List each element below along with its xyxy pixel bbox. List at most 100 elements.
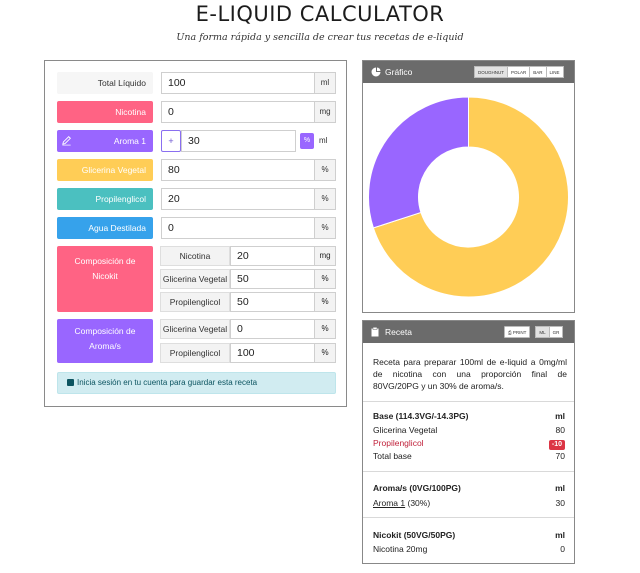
aroma-pg-label: Propilenglicol — [160, 343, 230, 363]
base-header-unit: ml — [555, 411, 565, 421]
nicokit-pg-input[interactable]: 50 — [230, 292, 314, 312]
nicokit-header-label: Nicokit (50VG/50PG) — [373, 530, 456, 540]
polar-button[interactable]: POLAR — [507, 66, 531, 78]
aroma-1-percent: (30%) — [407, 498, 431, 508]
chart-panel: Gráfico DOUGHNUT POLAR BAR LINE — [362, 60, 575, 313]
aroma-vg-input[interactable]: 0 — [230, 319, 314, 339]
nicokit-vg-input[interactable]: 50 — [230, 269, 314, 289]
nicotina-row: Nicotina 0 mg — [57, 101, 336, 123]
chart-title: Gráfico — [385, 67, 413, 77]
base-total-value: 70 — [555, 451, 565, 461]
ml-button[interactable]: ML — [535, 326, 550, 338]
aromas-header-label: Aroma/s (0VG/100PG) — [373, 483, 461, 493]
pencil-icon[interactable] — [61, 135, 72, 146]
login-alert[interactable]: Inicia sesión en tu cuenta para guardar … — [57, 372, 336, 394]
nicokit-nicotina-value: 0 — [560, 544, 565, 554]
base-vg-label: Glicerina Vegetal — [373, 425, 438, 435]
aroma-composition-label: Composición de Aroma/s — [57, 319, 153, 363]
aroma-percent-toggle[interactable]: % — [300, 133, 314, 149]
divider — [363, 401, 574, 402]
aroma-unit: ml — [319, 136, 328, 145]
nicokit-pg-label: Propilenglicol — [160, 292, 230, 312]
vg-label: Glicerina Vegetal — [57, 159, 153, 181]
base-total-label: Total base — [373, 451, 412, 461]
aroma-1-link[interactable]: Aroma 1 — [373, 498, 406, 508]
calculator-form: Total Líquido 100 ml Nicotina 0 mg Aroma… — [44, 60, 347, 407]
aromas-row: Aroma 1 (30%) 30 — [373, 497, 565, 509]
app-title: E-LIQUID CALCULATOR — [195, 2, 445, 26]
nicokit-nicotina-text: Nicotina 20mg — [373, 544, 428, 554]
aroma-vg-unit: % — [314, 319, 336, 339]
nicotina-input[interactable]: 0 — [161, 101, 314, 123]
clipboard-icon — [371, 327, 379, 337]
total-row: Total Líquido 100 ml — [57, 72, 336, 94]
base-header-label: Base (114.3VG/-14.3PG) — [373, 411, 469, 421]
gr-button[interactable]: GR — [548, 326, 564, 338]
add-aroma-button[interactable]: + — [161, 130, 181, 152]
aroma-row: Aroma 1 + 30 % ml — [57, 130, 336, 152]
nicokit-nicotina-label: Nicotina — [160, 246, 230, 266]
base-header: Base (114.3VG/-14.3PG) ml — [373, 410, 565, 422]
recipe-title: Receta — [385, 327, 412, 337]
nicokit-row: Nicotina 20mg 0 — [373, 543, 565, 555]
doughnut-chart — [368, 96, 569, 298]
nicokit-header-unit: ml — [555, 530, 565, 540]
agua-label: Agua Destilada — [57, 217, 153, 239]
agua-input[interactable]: 0 — [161, 217, 314, 239]
slice-glicerina-vegetal[interactable] — [372, 96, 569, 298]
pie-chart-icon — [371, 67, 381, 77]
nicokit-header: Nicokit (50VG/50PG) ml — [373, 529, 565, 541]
login-alert-text: Inicia sesión en tu cuenta para guardar … — [77, 378, 258, 387]
print-button[interactable]: ⎙ PRINT — [504, 326, 531, 338]
total-label: Total Líquido — [57, 72, 153, 94]
agua-row: Agua Destilada 0 % — [57, 217, 336, 239]
nicokit-pg-unit: % — [314, 292, 336, 312]
recipe-panel: Receta ⎙ PRINT ML GR Receta para prepara… — [362, 320, 575, 564]
pg-label: Propilenglicol — [57, 188, 153, 210]
base-pg-label: Propilenglicol — [373, 438, 424, 448]
nicokit-vg-label: Glicerina Vegetal — [160, 269, 230, 289]
recipe-description: Receta para preparar 100ml de e-liquid a… — [373, 357, 567, 391]
aroma-label[interactable]: Aroma 1 — [57, 130, 153, 152]
nicotina-unit: mg — [314, 101, 336, 123]
aroma-vg-label: Glicerina Vegetal — [160, 319, 230, 339]
recipe-buttons: ⎙ PRINT ML GR — [504, 326, 564, 338]
slice-aroma[interactable] — [368, 96, 469, 229]
aroma-pg-unit: % — [314, 343, 336, 363]
chart-type-buttons: DOUGHNUT POLAR BAR LINE — [474, 66, 564, 78]
total-unit: ml — [314, 72, 336, 94]
base-row-vg: Glicerina Vegetal 80 — [373, 424, 565, 436]
aromas-header: Aroma/s (0VG/100PG) ml — [373, 482, 565, 494]
pg-unit: % — [314, 188, 336, 210]
nicokit-label: Composición de Nicokit — [57, 246, 153, 312]
base-vg-value: 80 — [555, 425, 565, 435]
vg-unit: % — [314, 159, 336, 181]
pg-input[interactable]: 20 — [161, 188, 314, 210]
aroma-label-text: Aroma 1 — [113, 136, 146, 146]
app-subtitle: Una forma rápida y sencilla de crear tus… — [176, 32, 464, 43]
line-button[interactable]: LINE — [545, 66, 564, 78]
base-row-pg: Propilenglicol -10 — [373, 437, 565, 450]
recipe-header: Receta ⎙ PRINT ML GR — [363, 321, 574, 343]
bar-button[interactable]: BAR — [529, 66, 547, 78]
nicotina-label: Nicotina — [57, 101, 153, 123]
divider — [363, 471, 574, 472]
vg-row: Glicerina Vegetal 80 % — [57, 159, 336, 181]
nicokit-nicotina-unit: mg — [314, 246, 336, 266]
aromas-header-unit: ml — [555, 483, 565, 493]
doughnut-button[interactable]: DOUGHNUT — [474, 66, 508, 78]
agua-unit: % — [314, 217, 336, 239]
aroma-input[interactable]: 30 — [181, 130, 296, 152]
chart-header: Gráfico DOUGHNUT POLAR BAR LINE — [363, 61, 574, 83]
total-input[interactable]: 100 — [161, 72, 314, 94]
save-icon — [67, 379, 74, 386]
aroma-1-value: 30 — [555, 498, 565, 508]
pg-row: Propilenglicol 20 % — [57, 188, 336, 210]
base-pg-value: -10 — [548, 440, 565, 450]
base-row-total: Total base 70 — [373, 450, 565, 462]
aroma-pg-input[interactable]: 100 — [230, 343, 314, 363]
divider — [363, 517, 574, 518]
nicokit-vg-unit: % — [314, 269, 336, 289]
vg-input[interactable]: 80 — [161, 159, 314, 181]
nicokit-nicotina-input[interactable]: 20 — [230, 246, 314, 266]
